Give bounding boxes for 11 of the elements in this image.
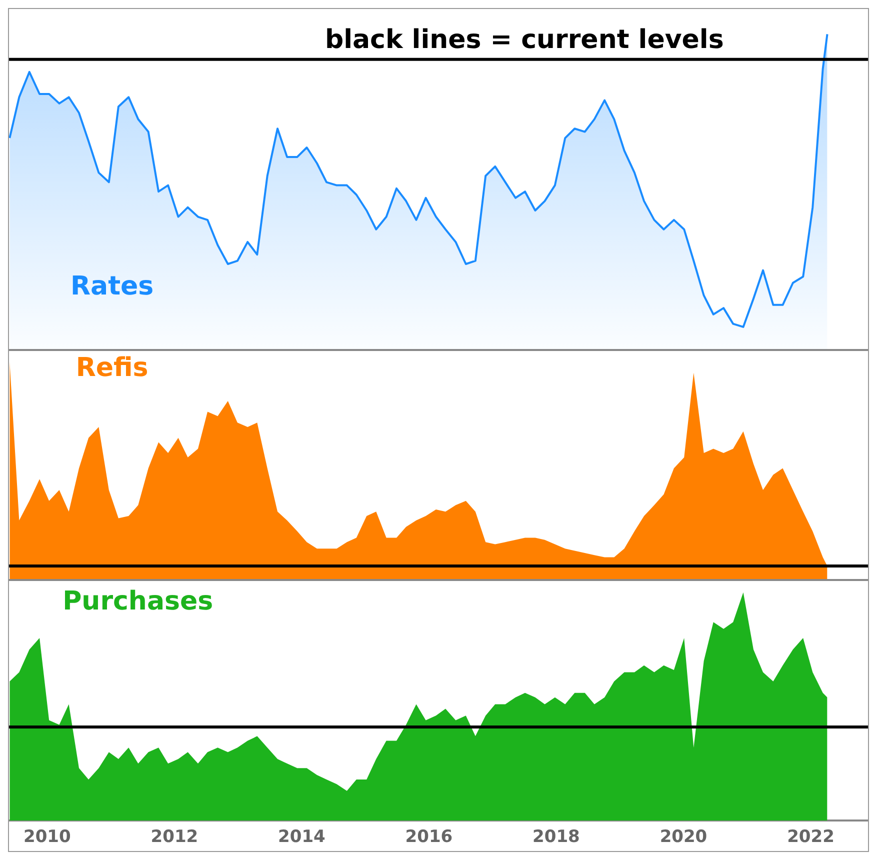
annotation: black lines = current levels xyxy=(324,24,724,55)
x-tick-label: 2018 xyxy=(532,827,580,848)
x-tick-label: 2020 xyxy=(660,827,708,848)
x-tick-label: 2010 xyxy=(24,827,71,848)
x-tick-label: 2014 xyxy=(278,827,326,848)
x-tick-label: 2012 xyxy=(150,827,198,848)
series-label: Rates xyxy=(70,272,154,302)
series-label: Purchases xyxy=(62,586,214,616)
x-tick-label: 2016 xyxy=(405,827,453,848)
series-label: Refis xyxy=(76,352,148,383)
x-tick-label: 2022 xyxy=(787,827,834,848)
